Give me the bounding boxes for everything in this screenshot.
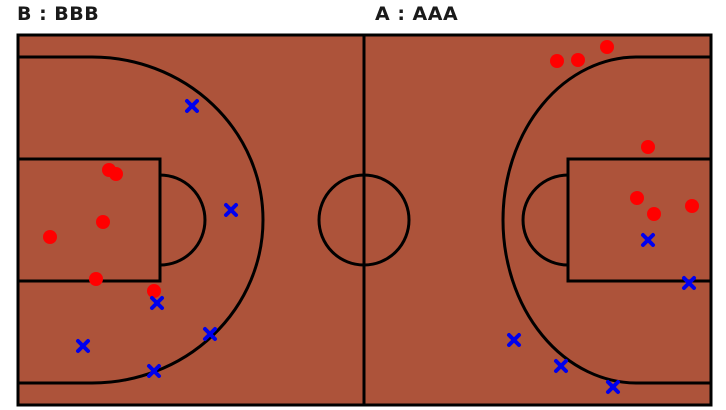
made-shot-marker [600,40,614,54]
missed-shot-marker [507,333,521,347]
made-shot-marker [43,230,57,244]
made-shot-marker [571,53,585,67]
missed-shot-marker [554,359,568,373]
center-circle [317,173,411,267]
made-shot-marker [641,140,655,154]
made-shot-marker [109,167,123,181]
right-free-throw-arc [521,173,569,267]
missed-shot-marker [185,99,199,113]
missed-shot-marker [682,276,696,290]
made-shot-marker [89,272,103,286]
court-lines [16,33,713,407]
left-free-throw-arc [159,173,207,267]
made-shot-marker [147,284,161,298]
missed-shot-marker [641,233,655,247]
team-a-label: A : AAA [375,3,459,25]
missed-shot-marker [150,296,164,310]
made-shot-marker [96,215,110,229]
made-shot-marker [647,207,661,221]
made-shot-marker [685,199,699,213]
made-shots [43,40,699,298]
made-shot-marker [630,191,644,205]
missed-shot-marker [203,327,217,341]
right-three-point-line [501,55,711,385]
missed-shot-marker [147,364,161,378]
made-shot-marker [550,54,564,68]
team-b-label: B : BBB [17,3,100,25]
missed-shot-marker [76,339,90,353]
left-three-point-line [18,55,265,385]
missed-shots [76,99,696,394]
missed-shot-marker [224,203,238,217]
missed-shot-marker [606,380,620,394]
right-free-throw-lane [566,157,713,283]
left-free-throw-lane [16,157,162,283]
